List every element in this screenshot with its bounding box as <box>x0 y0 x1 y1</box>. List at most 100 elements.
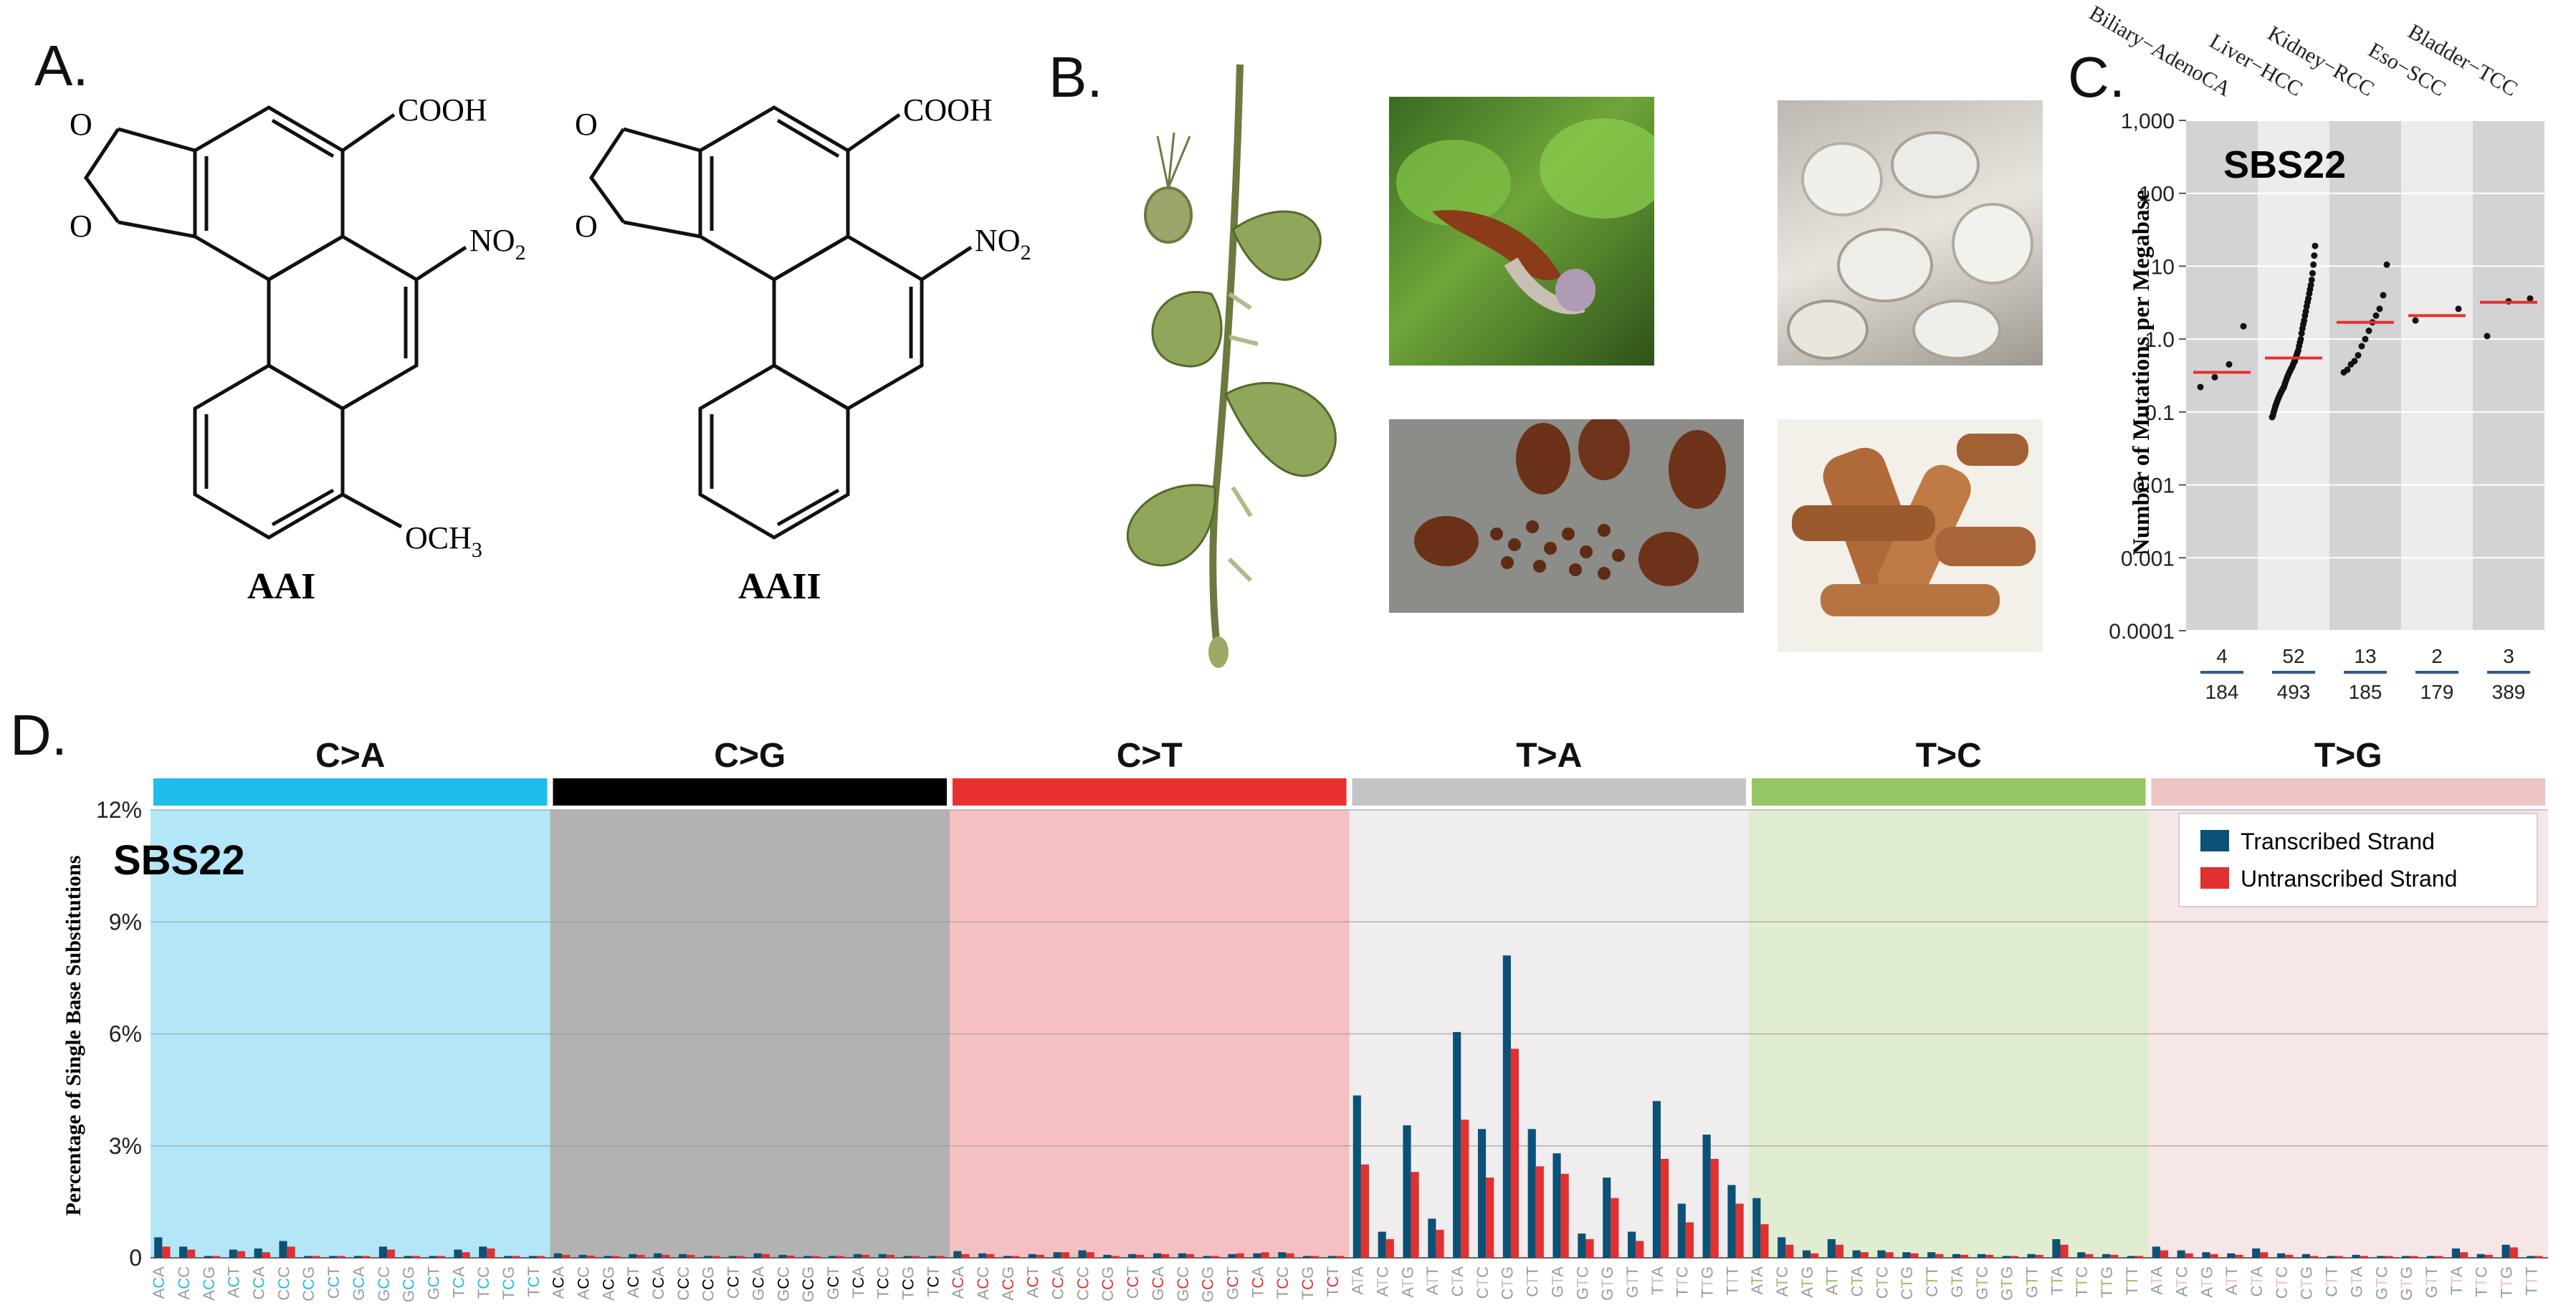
bar-xtick-label: CTA <box>2248 1266 2266 1297</box>
bar-transcribed <box>2501 1244 2510 1258</box>
bar-xtick-label: CCA <box>649 1266 667 1300</box>
aaii-name: AAII <box>738 566 821 607</box>
photo-root-slices <box>1778 100 2043 366</box>
legend-box <box>2178 813 2538 907</box>
bar-ytick-label: 0 <box>129 1245 142 1271</box>
scatter-count-bottom: 185 <box>2349 681 2382 703</box>
bar-untranscribed <box>1136 1254 1145 1258</box>
bar-transcribed <box>728 1256 737 1258</box>
bar-transcribed <box>353 1256 363 1258</box>
bar-transcribed <box>1902 1252 1911 1258</box>
bar-untranscribed <box>1461 1119 1469 1258</box>
bar-transcribed <box>1827 1238 1836 1258</box>
bar-xtick-label: CCC <box>1074 1266 1092 1301</box>
bar-untranscribed <box>2435 1256 2443 1258</box>
bar-untranscribed <box>986 1254 995 1258</box>
bar-untranscribed <box>1061 1252 1069 1258</box>
bar-xtick-label: ATC <box>2173 1266 2191 1297</box>
panel-letter-a: A. <box>34 34 89 97</box>
bar-transcribed <box>2377 1256 2385 1258</box>
bar-xtick-label: TCA <box>849 1266 867 1298</box>
scatter-point <box>2365 328 2372 335</box>
bar-transcribed <box>1952 1254 1961 1258</box>
bar-xtick-label: GTT <box>2023 1266 2041 1298</box>
bar-untranscribed <box>462 1252 470 1258</box>
bar-xtick-label: TCT <box>924 1266 942 1297</box>
bar-transcribed <box>2027 1254 2036 1258</box>
scatter-point <box>2211 373 2218 381</box>
bar-transcribed <box>279 1241 287 1258</box>
bar-xtick-label: TTA <box>1649 1266 1666 1295</box>
bar-transcribed <box>1103 1254 1112 1258</box>
bar-untranscribed <box>187 1249 196 1258</box>
bar-untranscribed <box>411 1256 420 1258</box>
scatter-point <box>2344 366 2351 373</box>
bar-xtick-label: GTC <box>1973 1266 1991 1300</box>
bar-untranscribed <box>662 1254 670 1258</box>
photo-fruits <box>1389 419 1744 613</box>
bar-untranscribed <box>362 1256 371 1258</box>
bar-transcribed <box>1477 1129 1487 1258</box>
bar-untranscribed <box>512 1256 520 1258</box>
bar-xtick-label: CTC <box>1474 1266 1492 1299</box>
bar-untranscribed <box>561 1254 571 1258</box>
bar-untranscribed <box>237 1251 246 1258</box>
legend-label-transcribed: Transcribed Strand <box>2241 829 2435 854</box>
panel-letter-d: D. <box>10 703 67 767</box>
bar-xtick-label: GTG <box>1598 1266 1616 1301</box>
bar-transcribed <box>1403 1125 1411 1258</box>
bar-untranscribed <box>162 1246 171 1258</box>
bar-transcribed <box>404 1256 412 1258</box>
bar-xtick-label: GTT <box>1623 1266 1641 1298</box>
bar-xtick-label: TTT <box>2123 1266 2141 1295</box>
bar-untranscribed <box>2385 1256 2393 1258</box>
bar-transcribed <box>829 1256 837 1258</box>
bar-transcribed <box>1852 1250 1861 1258</box>
scatter-point <box>2455 305 2462 312</box>
bar-untranscribed <box>1286 1253 1294 1258</box>
bar-transcribed <box>2276 1253 2286 1258</box>
bar-xtick-label: ACC <box>575 1266 593 1300</box>
bar-transcribed <box>1428 1218 1436 1258</box>
bar-xtick-label: GCC <box>1174 1266 1192 1302</box>
bar-transcribed <box>1128 1254 1137 1258</box>
scatter-band <box>2401 120 2473 631</box>
scatter-point <box>2484 333 2491 340</box>
bar-untranscribed <box>761 1254 770 1258</box>
panel-letter-c: C. <box>2068 45 2125 109</box>
bar-transcribed <box>1003 1256 1012 1258</box>
bar-transcribed <box>254 1248 262 1258</box>
bar-untranscribed <box>1036 1254 1045 1258</box>
bar-xtick-label: TTG <box>2098 1266 2116 1298</box>
scatter-point <box>2412 317 2419 324</box>
bar-transcribed <box>1278 1252 1287 1258</box>
bar-transcribed <box>528 1256 538 1258</box>
bar-group-color-band <box>1752 778 2146 806</box>
bar-transcribed <box>1502 955 1511 1258</box>
scatter-point <box>2383 261 2390 268</box>
bar-untranscribed <box>262 1252 270 1258</box>
bar-untranscribed <box>1086 1252 1094 1258</box>
aai-och3-label: OCH3 <box>405 520 482 562</box>
bar-ytick-label: 9% <box>109 909 142 935</box>
bar-xtick-label: CCT <box>1124 1266 1142 1299</box>
bar-transcribed <box>454 1249 462 1258</box>
scatter-point <box>2358 343 2365 350</box>
bar-transcribed <box>578 1254 587 1258</box>
bar-group-label: C>G <box>714 737 786 775</box>
bar-untranscribed <box>636 1254 645 1258</box>
bar-transcribed <box>2127 1256 2136 1258</box>
bar-untranscribed <box>2235 1254 2243 1258</box>
bar-xtick-label: CTG <box>2298 1266 2316 1299</box>
bar-transcribed <box>1778 1237 1786 1258</box>
bar-transcribed <box>1877 1250 1886 1258</box>
bar-untranscribed <box>2010 1256 2018 1258</box>
bar-untranscribed <box>1385 1238 1394 1258</box>
scatter-count-bottom: 389 <box>2492 681 2526 703</box>
bar-transcribed <box>1603 1178 1611 1258</box>
bar-untranscribed <box>1311 1256 1320 1258</box>
bar-xtick-label: GCA <box>1149 1266 1167 1301</box>
scatter-band <box>2329 120 2401 631</box>
bar-transcribed <box>1453 1031 1461 1258</box>
bar-untranscribed <box>1436 1229 1444 1258</box>
